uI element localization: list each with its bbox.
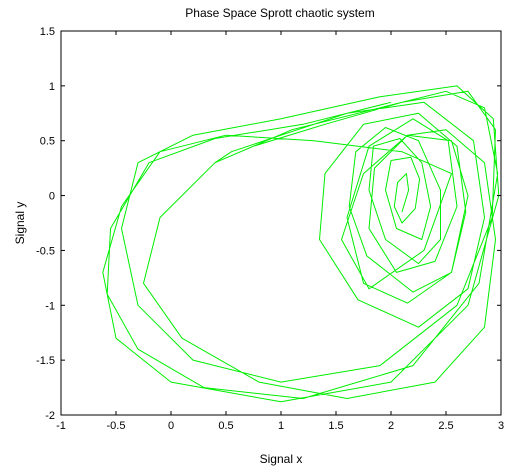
x-tick-label: 1.5: [328, 420, 343, 432]
y-tick-label: 1: [49, 81, 55, 93]
y-tick-label: -0.5: [36, 245, 55, 257]
y-tick-label: -2: [45, 410, 55, 422]
y-tick-label: -1: [45, 300, 55, 312]
x-tick-label: 2: [388, 420, 394, 432]
x-tick-label: -0.5: [107, 420, 126, 432]
y-tick-label: 0: [49, 191, 55, 203]
y-axis-label: Signal y: [13, 202, 27, 245]
y-tick-label: 1.5: [40, 26, 55, 38]
x-tick-label: 0: [168, 420, 174, 432]
y-tick-label: 0.5: [40, 136, 55, 148]
x-tick-label: 0.5: [218, 420, 233, 432]
x-axis-label: Signal x: [260, 452, 303, 466]
y-tick-label: -1.5: [36, 355, 55, 367]
x-tick-label: 2.5: [438, 420, 453, 432]
chart-title: Phase Space Sprott chaotic system: [185, 6, 374, 20]
x-tick-label: 1: [278, 420, 284, 432]
x-tick-label: 3: [498, 420, 504, 432]
x-tick-label: -1: [56, 420, 66, 432]
